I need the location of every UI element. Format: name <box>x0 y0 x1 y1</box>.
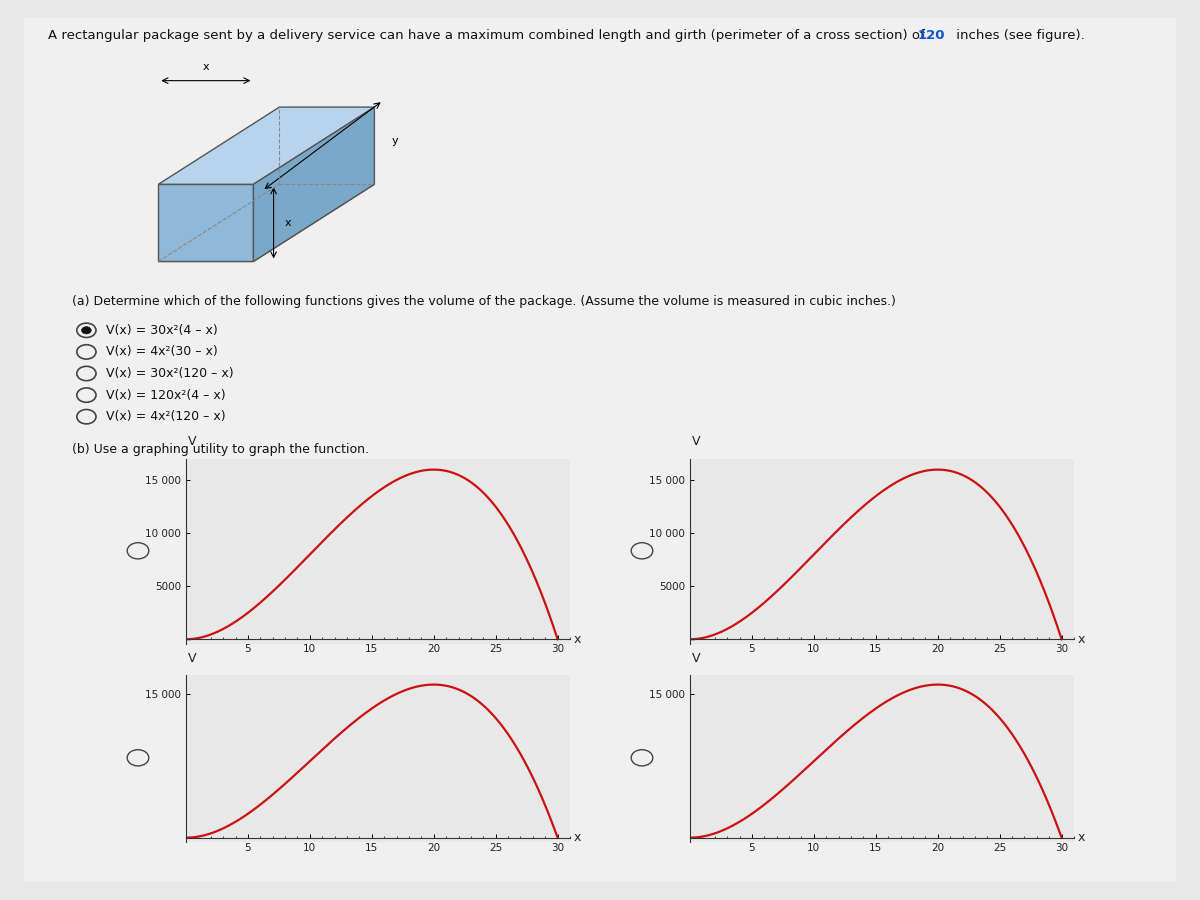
Polygon shape <box>158 184 374 262</box>
Text: 120: 120 <box>918 29 946 41</box>
Text: V: V <box>188 436 197 448</box>
Polygon shape <box>158 184 253 262</box>
Text: x: x <box>286 218 292 228</box>
Text: V(x) = 120x²(4 – x): V(x) = 120x²(4 – x) <box>106 389 226 401</box>
Text: x: x <box>574 633 581 646</box>
Polygon shape <box>158 107 374 184</box>
Text: V(x) = 30x²(4 – x): V(x) = 30x²(4 – x) <box>106 324 217 337</box>
Text: (a) Determine which of the following functions gives the volume of the package. : (a) Determine which of the following fun… <box>72 295 896 308</box>
Text: V: V <box>692 436 701 448</box>
Text: (b) Use a graphing utility to graph the function.: (b) Use a graphing utility to graph the … <box>72 443 370 455</box>
Text: y: y <box>391 136 398 147</box>
Text: A rectangular package sent by a delivery service can have a maximum combined len: A rectangular package sent by a delivery… <box>48 29 929 41</box>
Text: V(x) = 4x²(120 – x): V(x) = 4x²(120 – x) <box>106 410 226 423</box>
Text: V(x) = 4x²(30 – x): V(x) = 4x²(30 – x) <box>106 346 217 358</box>
Text: V: V <box>188 652 197 665</box>
Text: V: V <box>692 652 701 665</box>
Text: x: x <box>1078 832 1085 844</box>
Text: x: x <box>1078 633 1085 646</box>
Text: x: x <box>574 832 581 844</box>
Text: V(x) = 30x²(120 – x): V(x) = 30x²(120 – x) <box>106 367 233 380</box>
Text: x: x <box>203 62 209 72</box>
Polygon shape <box>253 107 374 262</box>
Text: inches (see figure).: inches (see figure). <box>952 29 1085 41</box>
